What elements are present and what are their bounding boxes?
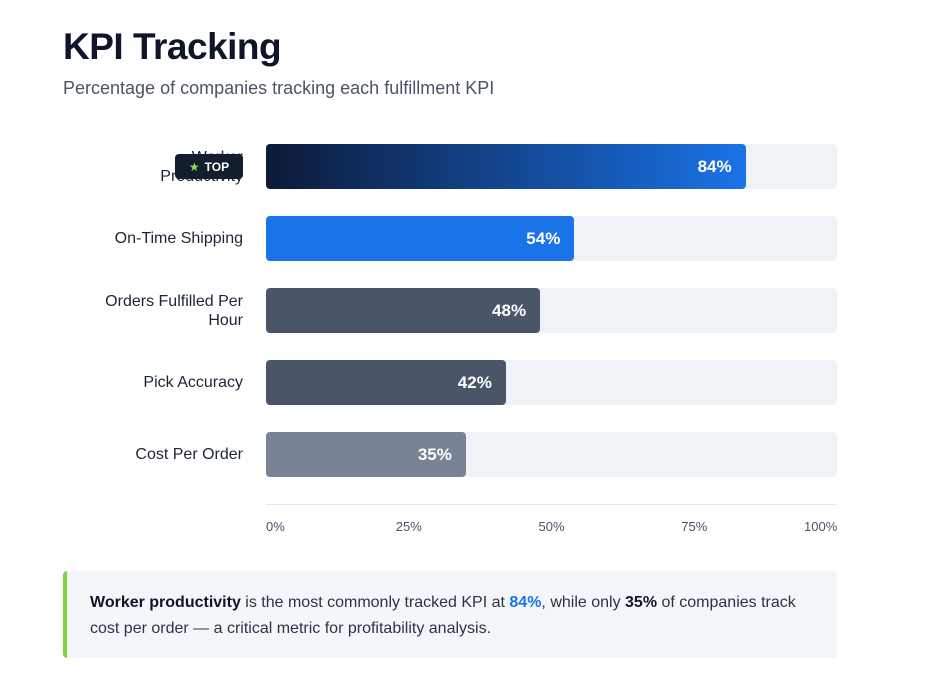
bar-value-worker-productivity: 84% [697,157,732,176]
note-accent-value: 84% [509,594,542,611]
bar-value-orders-fulfilled-per-hour: 48% [492,301,527,320]
x-tick-label: 0% [266,519,285,534]
category-label-pick-accuracy: Pick Accuracy [143,374,243,391]
bar-value-pick-accuracy: 42% [457,373,492,392]
bar-pick-accuracy [266,360,506,405]
page-subtitle: Percentage of companies tracking each fu… [63,78,495,98]
top-badge: ★ TOP [175,154,243,179]
bar-cost-per-order [266,432,466,477]
note-text-2: , while only [541,594,626,611]
note-text-3: of companies track cost per order — a cr… [90,594,796,637]
x-tick-label: 100% [804,519,838,534]
top-badge-label: TOP [204,159,230,174]
insight-note: Worker productivity is the most commonly… [63,571,837,658]
category-label-cost-per-order: Cost Per Order [135,446,243,463]
page-title: KPI Tracking [63,26,282,67]
note-text-1: is the most commonly tracked KPI at [240,594,510,611]
bar-on-time-shipping [266,216,575,261]
star-icon: ★ [188,159,200,174]
kpi-bar-chart: 84%WorkerProductivity54%On-Time Shipping… [105,144,838,534]
bar-value-on-time-shipping: 54% [526,229,561,248]
x-axis-line [266,504,837,505]
bar-worker-productivity [266,144,746,189]
x-tick-label: 50% [538,519,565,534]
x-tick-label: 25% [395,519,422,534]
note-strong-metric: Worker productivity [90,594,241,611]
x-tick-label: 75% [681,519,708,534]
bar-value-cost-per-order: 35% [417,445,452,464]
bar-orders-fulfilled-per-hour [266,288,541,333]
note-strong-value: 35% [625,594,658,611]
category-label-orders-fulfilled-per-hour: Orders Fulfilled Per Hour [105,292,243,329]
category-label-on-time-shipping: On-Time Shipping [114,230,243,247]
